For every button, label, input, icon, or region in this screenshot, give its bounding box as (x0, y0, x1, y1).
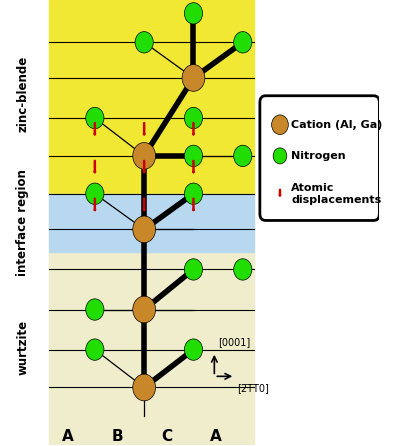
Circle shape (184, 107, 203, 129)
Text: Cation (Al, Ga): Cation (Al, Ga) (291, 120, 383, 130)
Text: zinc-blende: zinc-blende (16, 55, 29, 132)
Circle shape (234, 259, 252, 280)
Text: Nitrogen: Nitrogen (291, 151, 346, 161)
Bar (49, 194, 254, 252)
Circle shape (273, 148, 287, 164)
Text: A: A (210, 429, 222, 444)
Text: wurtzite: wurtzite (16, 320, 29, 375)
FancyBboxPatch shape (260, 96, 379, 220)
Circle shape (135, 377, 153, 398)
Circle shape (234, 32, 252, 53)
Text: A: A (62, 429, 74, 444)
Text: [0001]: [0001] (218, 337, 251, 347)
Circle shape (184, 183, 203, 204)
Circle shape (133, 216, 156, 243)
Text: Atomic
displacements: Atomic displacements (291, 183, 381, 205)
Circle shape (184, 259, 203, 280)
Circle shape (86, 107, 104, 129)
Circle shape (182, 65, 205, 91)
Text: C: C (161, 429, 172, 444)
Circle shape (133, 296, 156, 323)
Circle shape (133, 143, 156, 169)
Circle shape (86, 339, 104, 360)
Circle shape (184, 3, 203, 24)
Circle shape (133, 374, 156, 401)
Text: interface region: interface region (16, 169, 29, 276)
Circle shape (272, 115, 288, 135)
Text: B: B (112, 429, 123, 444)
Text: [2̅T̅T̅0]: [2̅T̅T̅0] (237, 383, 269, 393)
Circle shape (135, 32, 153, 53)
Circle shape (184, 339, 203, 360)
Bar (49, 0, 254, 194)
Circle shape (234, 145, 252, 166)
Circle shape (184, 145, 203, 166)
Circle shape (86, 299, 104, 320)
Circle shape (86, 183, 104, 204)
Bar (49, 252, 254, 446)
